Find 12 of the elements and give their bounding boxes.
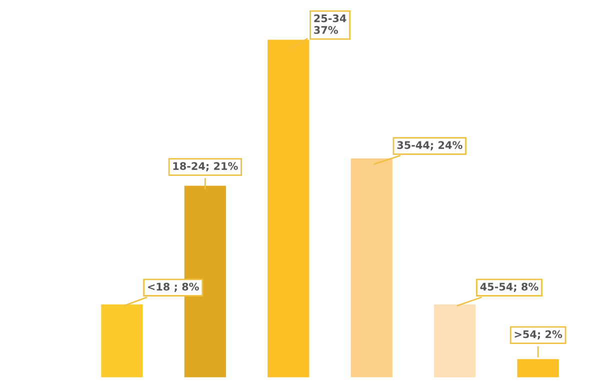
bar <box>268 40 310 378</box>
bar <box>101 304 143 378</box>
data-label: 45-54; 8% <box>480 282 538 292</box>
data-label: <18 ; 8% <box>148 282 199 292</box>
bar <box>517 359 559 378</box>
bar <box>434 304 476 378</box>
bar <box>350 158 392 378</box>
data-label: 35-44; 24% <box>397 141 462 150</box>
data-label: >54; 2% <box>514 330 562 340</box>
data-label: 25-34 37% <box>314 14 346 34</box>
bar <box>184 186 226 378</box>
data-label: 18-24; 21% <box>173 162 238 172</box>
